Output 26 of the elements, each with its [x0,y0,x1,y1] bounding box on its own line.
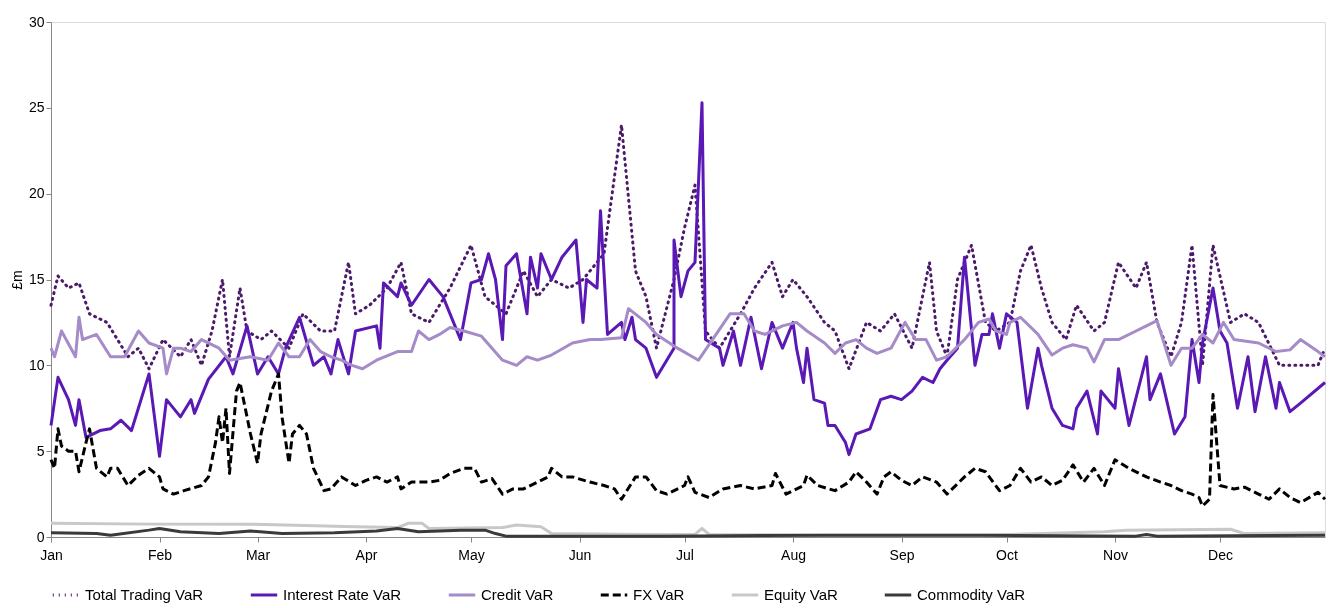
x-tick-label: Nov [1103,546,1128,563]
y-tick-label: 20 [28,185,45,202]
legend-label: FX VaR [633,586,685,603]
x-tick-label: Mar [245,546,271,563]
legend-label: Equity VaR [764,586,839,603]
legend-label: Commodity VaR [917,586,1026,603]
x-tick-label: Dec [1208,546,1233,563]
y-tick-label: 5 [36,442,45,459]
legend-label: Total Trading VaR [85,586,204,603]
y-tick-label: 30 [28,13,45,30]
x-tick-label: Apr [355,546,378,563]
y-tick-label: 10 [28,356,45,373]
legend-label: Credit VaR [481,586,554,603]
y-tick-label: 15 [28,271,45,287]
x-tick-label: Aug [781,546,806,563]
x-tick-label: Jan [40,546,63,563]
x-tick-label: Oct [996,546,1018,563]
y-axis-title: £m [8,270,25,290]
x-tick-label: May [458,546,485,563]
x-tick-label: Jul [676,546,694,563]
x-tick-label: Feb [147,546,173,563]
y-tick-label: 25 [28,99,45,116]
legend-label: Interest Rate VaR [283,586,402,603]
x-tick-label: Jun [568,546,592,563]
y-tick-label: 0 [36,528,45,545]
x-tick-label: Sep [889,546,915,563]
